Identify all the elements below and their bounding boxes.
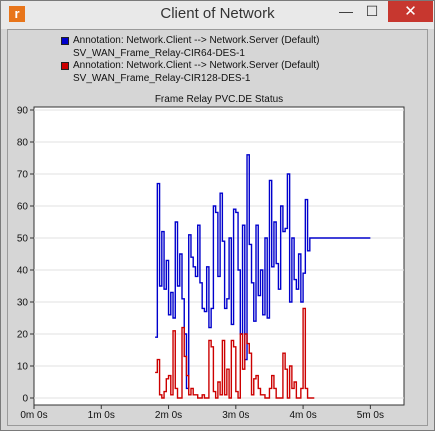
legend-series-name-1: SV_WAN_Frame_Relay-CIR64-DES-1: [73, 47, 245, 59]
y-tick-label: 20: [17, 330, 29, 341]
legend-swatch-blue: [61, 37, 69, 45]
legend-series-name-2: SV_WAN_Frame_Relay-CIR128-DES-1: [73, 72, 251, 84]
x-tick-label: 0m 0s: [20, 410, 47, 421]
y-tick-label: 70: [17, 170, 29, 181]
y-tick-label: 80: [17, 138, 29, 149]
chart-title: Frame Relay PVC.DE Status: [154, 94, 284, 105]
legend-annotation-1: Annotation: Network.Client --> Network.S…: [73, 35, 320, 46]
legend-series-2: SV_WAN_Frame_Relay-CIR128-DES-1: [61, 73, 319, 86]
legend-series-1: SV_WAN_Frame_Relay-CIR64-DES-1: [61, 48, 319, 61]
legend-swatch-red: [61, 62, 69, 70]
minimize-icon[interactable]: —: [339, 3, 353, 19]
legend: Annotation: Network.Client --> Network.S…: [61, 35, 319, 85]
legend-item-cir64: Annotation: Network.Client --> Network.S…: [61, 35, 319, 48]
legend-item-cir128: Annotation: Network.Client --> Network.S…: [61, 60, 319, 73]
x-tick-label: 2m 0s: [155, 410, 182, 421]
y-tick-label: 50: [17, 234, 29, 245]
plot-area: [33, 106, 405, 406]
app-icon[interactable]: r: [9, 6, 25, 22]
x-tick-label: 5m 0s: [357, 410, 384, 421]
close-icon[interactable]: ✕: [388, 1, 433, 22]
y-tick-label: 40: [17, 266, 29, 277]
legend-annotation-2: Annotation: Network.Client --> Network.S…: [73, 60, 320, 71]
series-line-2: [155, 307, 315, 399]
x-tick-label: 3m 0s: [222, 410, 249, 421]
y-tick-label: 60: [17, 202, 29, 213]
y-tick-label: 30: [17, 298, 29, 309]
y-tick-label: 0: [22, 394, 28, 405]
maximize-icon[interactable]: ☐: [365, 3, 379, 19]
y-tick-label: 90: [17, 106, 29, 117]
y-tick-label: 10: [17, 362, 29, 373]
x-tick-label: 4m 0s: [289, 410, 316, 421]
x-tick-label: 1m 0s: [88, 410, 115, 421]
